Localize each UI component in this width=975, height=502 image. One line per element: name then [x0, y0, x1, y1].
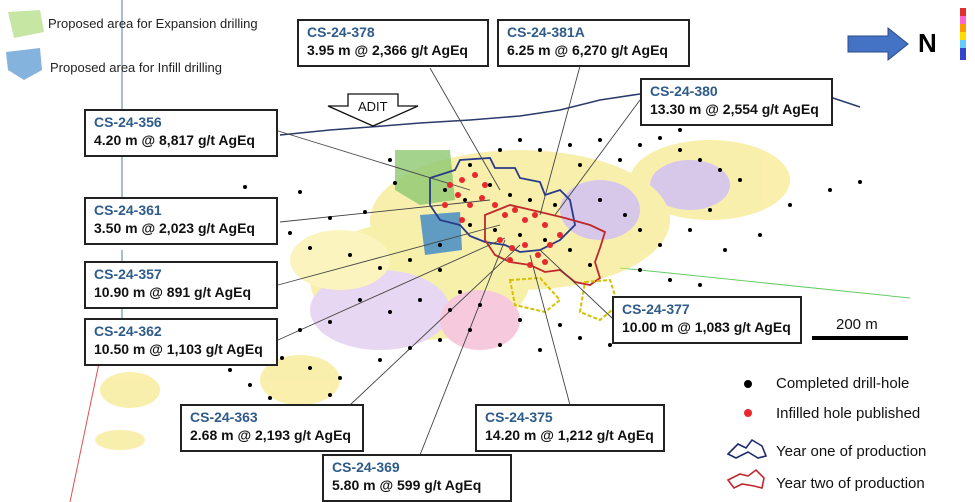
assay-value: 10.50 m @ 1,103 g/t AgEq — [94, 341, 263, 357]
callout-cs-24-378: CS-24-378 3.95 m @ 2,366 g/t AgEq — [297, 19, 489, 67]
hole-id: CS-24-378 — [307, 24, 375, 40]
survey-line — [619, 267, 911, 299]
hole-id: CS-24-363 — [190, 409, 258, 425]
infilled-hole-symbol — [744, 409, 752, 417]
north-arrow — [847, 26, 909, 62]
assay-value: 6.25 m @ 6,270 g/t AgEq — [507, 42, 668, 58]
callout-cs-24-377: CS-24-377 10.00 m @ 1,083 g/t AgEq — [612, 296, 802, 344]
callout-leaders — [274, 65, 641, 456]
infill-area — [420, 212, 462, 255]
expansion-area-swatch — [8, 10, 44, 38]
assay-value: 10.00 m @ 1,083 g/t AgEq — [622, 319, 791, 335]
assay-value: 3.50 m @ 2,023 g/t AgEq — [94, 220, 255, 236]
callout-cs-24-357: CS-24-357 10.90 m @ 891 g/t AgEq — [84, 261, 278, 309]
grade-color-scale — [960, 8, 966, 60]
year-two-symbol — [726, 468, 765, 490]
assay-value: 2.68 m @ 2,193 g/t AgEq — [190, 427, 351, 443]
hole-id: CS-24-356 — [94, 114, 162, 130]
assay-value: 13.30 m @ 2,554 g/t AgEq — [650, 101, 819, 117]
legend-infilled: Infilled hole published — [776, 405, 921, 422]
legend-completed: Completed drill-hole — [776, 375, 910, 392]
hole-id: CS-24-357 — [94, 266, 162, 282]
callout-cs-24-369: CS-24-369 5.80 m @ 599 g/t AgEq — [322, 454, 512, 502]
assay-value: 4.20 m @ 8,817 g/t AgEq — [94, 132, 255, 148]
hole-id: CS-24-369 — [332, 459, 400, 475]
callout-cs-24-361: CS-24-361 3.50 m @ 2,023 g/t AgEq — [84, 197, 278, 245]
hole-id: CS-24-377 — [622, 301, 690, 317]
callout-cs-24-380: CS-24-380 13.30 m @ 2,554 g/t AgEq — [640, 78, 833, 126]
hole-id: CS-24-361 — [94, 202, 162, 218]
adit-label: ADIT — [358, 99, 388, 114]
scale-label: 200 m — [836, 316, 878, 333]
hole-id: CS-24-362 — [94, 323, 162, 339]
callout-cs-24-356: CS-24-356 4.20 m @ 8,817 g/t AgEq — [84, 109, 278, 157]
north-label: N — [918, 28, 937, 58]
infill-area-label: Proposed area for Infill drilling — [50, 60, 222, 75]
callout-cs-24-362: CS-24-362 10.50 m @ 1,103 g/t AgEq — [84, 318, 278, 366]
infilled-holes — [442, 172, 563, 268]
expansion-area-label: Proposed area for Expansion drilling — [48, 16, 258, 31]
assay-value: 10.90 m @ 891 g/t AgEq — [94, 284, 252, 300]
dashed-zone-2 — [578, 278, 620, 322]
adit-arrow — [327, 93, 419, 127]
drill-trace-lines — [69, 0, 123, 502]
expansion-area — [395, 150, 455, 205]
assay-value: 5.80 m @ 599 g/t AgEq — [332, 477, 482, 493]
hole-id: CS-24-381A — [507, 24, 585, 40]
infill-area-swatch — [6, 48, 42, 80]
callout-cs-24-363: CS-24-363 2.68 m @ 2,193 g/t AgEq — [180, 404, 364, 452]
hole-id: CS-24-375 — [485, 409, 553, 425]
completed-hole-symbol — [744, 380, 752, 388]
year-one-outline — [429, 157, 576, 253]
dashed-zone — [508, 276, 562, 314]
assay-value: 14.20 m @ 1,212 g/t AgEq — [485, 427, 654, 443]
year-one-symbol — [726, 438, 768, 459]
mineralization-zones — [95, 140, 790, 450]
legend-year-one: Year one of production — [776, 443, 927, 460]
callout-cs-24-375: CS-24-375 14.20 m @ 1,212 g/t AgEq — [475, 404, 665, 452]
scale-bar — [812, 336, 908, 340]
hole-id: CS-24-380 — [650, 83, 718, 99]
legend-year-two: Year two of production — [776, 475, 925, 492]
assay-value: 3.95 m @ 2,366 g/t AgEq — [307, 42, 468, 58]
callout-cs-24-381a: CS-24-381A 6.25 m @ 6,270 g/t AgEq — [497, 19, 690, 67]
